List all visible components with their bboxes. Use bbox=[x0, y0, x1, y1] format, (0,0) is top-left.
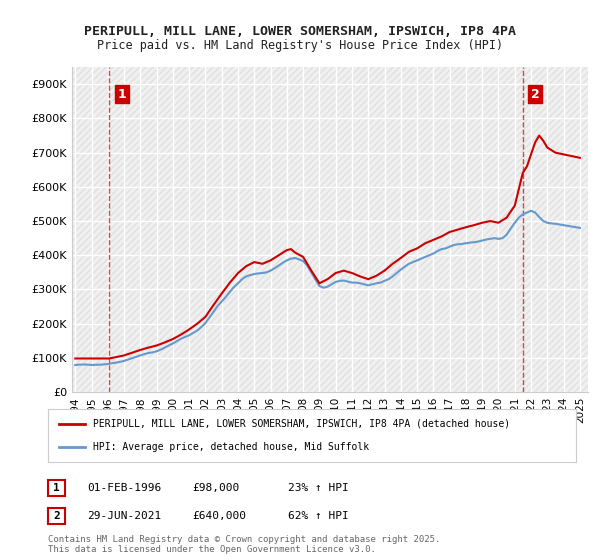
Text: 23% ↑ HPI: 23% ↑ HPI bbox=[288, 483, 349, 493]
Text: HPI: Average price, detached house, Mid Suffolk: HPI: Average price, detached house, Mid … bbox=[93, 442, 369, 452]
Text: 1: 1 bbox=[53, 483, 60, 493]
Text: Contains HM Land Registry data © Crown copyright and database right 2025.
This d: Contains HM Land Registry data © Crown c… bbox=[48, 535, 440, 554]
Text: 2: 2 bbox=[53, 511, 60, 521]
Text: PERIPULL, MILL LANE, LOWER SOMERSHAM, IPSWICH, IP8 4PA (detached house): PERIPULL, MILL LANE, LOWER SOMERSHAM, IP… bbox=[93, 419, 510, 429]
Text: 01-FEB-1996: 01-FEB-1996 bbox=[87, 483, 161, 493]
Text: 29-JUN-2021: 29-JUN-2021 bbox=[87, 511, 161, 521]
Text: 62% ↑ HPI: 62% ↑ HPI bbox=[288, 511, 349, 521]
Text: PERIPULL, MILL LANE, LOWER SOMERSHAM, IPSWICH, IP8 4PA: PERIPULL, MILL LANE, LOWER SOMERSHAM, IP… bbox=[84, 25, 516, 38]
Text: 1: 1 bbox=[117, 88, 126, 101]
Text: £640,000: £640,000 bbox=[192, 511, 246, 521]
Text: 2: 2 bbox=[531, 88, 539, 101]
Text: £98,000: £98,000 bbox=[192, 483, 239, 493]
Text: Price paid vs. HM Land Registry's House Price Index (HPI): Price paid vs. HM Land Registry's House … bbox=[97, 39, 503, 52]
